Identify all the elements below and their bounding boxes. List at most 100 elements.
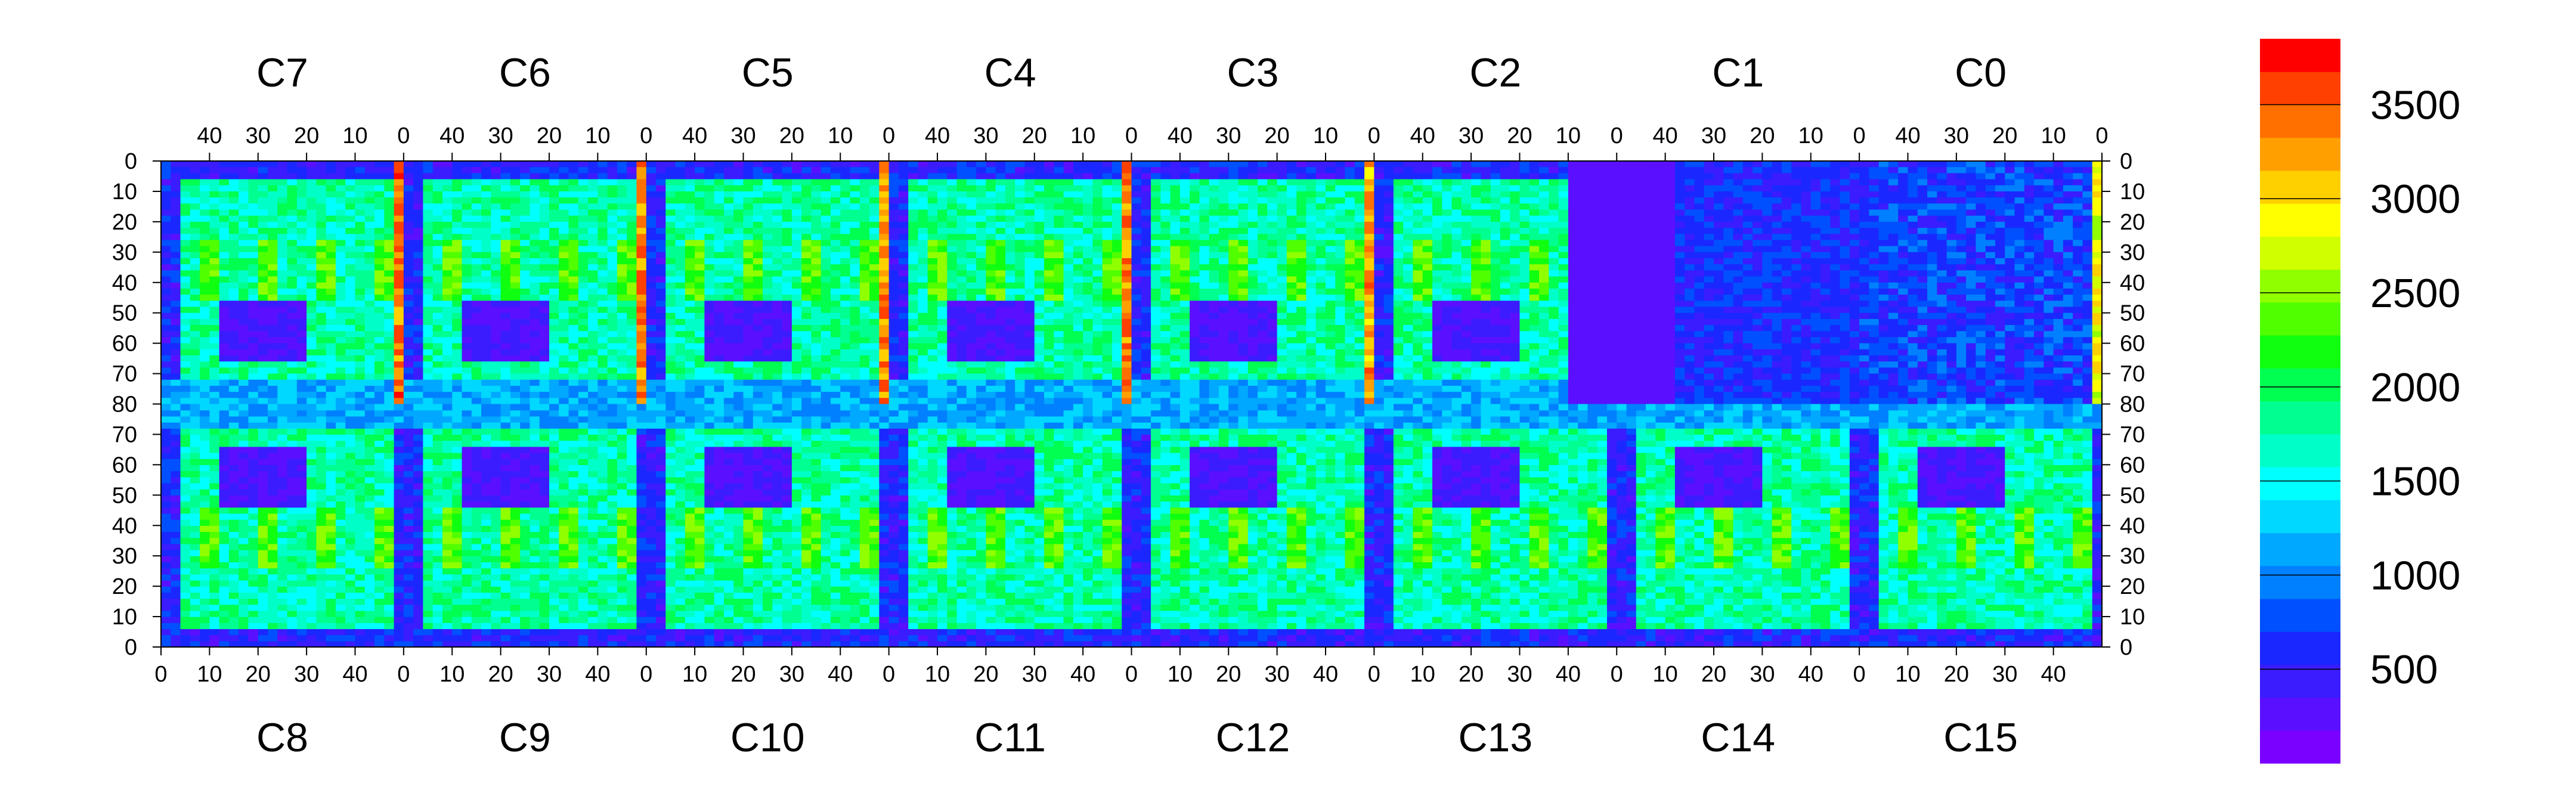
heatmap-cell [442,210,453,216]
heatmap-cell [928,307,938,314]
heatmap-cell [1258,264,1268,271]
heatmap-cell [908,331,918,338]
heatmap-cell [1355,191,1365,198]
heatmap-cell [957,222,967,228]
heatmap-cell [200,319,210,326]
heatmap-cell [462,264,472,271]
heatmap-cell [481,331,491,338]
heatmap-cell [1219,343,1229,350]
heatmap-cell [1141,337,1151,343]
heatmap-cell [404,240,414,246]
heatmap-cell [1160,380,1171,386]
heatmap-cell [1209,258,1219,265]
heatmap-cell [1239,398,1249,404]
heatmap-cell [1326,203,1336,210]
heatmap-cell [374,319,385,326]
heatmap-cell [1228,374,1239,380]
heatmap-cell [1209,216,1219,222]
heatmap-cell [365,374,375,380]
heatmap-cell [782,191,792,198]
heatmap-cell [1316,191,1326,198]
heatmap-cell [831,386,841,392]
heatmap-cell [1112,289,1122,295]
heatmap-cell [1316,252,1326,259]
heatmap-cell [899,367,909,374]
heatmap-cell [1132,197,1142,204]
heatmap-cell [1122,398,1132,404]
heatmap-cell [608,191,618,198]
heatmap-cell [1054,374,1064,380]
heatmap-cell [792,325,802,332]
heatmap-cell [676,191,686,198]
heatmap-cell [617,301,627,307]
heatmap-cell [1287,386,1297,392]
heatmap-cell [1209,343,1219,350]
heatmap-cell [1355,398,1365,404]
heatmap-cell [588,295,598,301]
heatmap-cell [1103,325,1113,332]
heatmap-cell [258,295,268,301]
heatmap-cell [268,331,278,338]
heatmap-cell [957,374,967,380]
heatmap-cell [763,319,773,326]
heatmap-cell [986,283,996,289]
heatmap-cell [384,295,394,301]
heatmap-cell [714,398,724,404]
heatmap-cell [1171,161,1181,168]
heatmap-cell [1199,191,1209,198]
heatmap-cell [821,307,831,314]
heatmap-cell [161,216,171,222]
heatmap-cell [1122,161,1132,168]
heatmap-cell [889,246,899,253]
heatmap-cell [646,222,657,228]
heatmap-cell [200,343,210,350]
heatmap-cell [549,240,559,246]
heatmap-cell [801,380,812,386]
heatmap-cell [1345,246,1355,253]
heatmap-cell [268,197,278,204]
heatmap-cell [1073,283,1083,289]
heatmap-cell [239,374,249,380]
heatmap-cell [413,277,423,283]
heatmap-cell [297,367,307,374]
heatmap-cell [714,270,724,277]
heatmap-cell [1035,380,1045,386]
heatmap-cell [413,161,423,168]
heatmap-cell [782,264,792,271]
heatmap-cell [1364,319,1374,326]
heatmap-cell [404,197,414,204]
heatmap-cell [365,325,375,332]
heatmap-cell [918,386,928,392]
heatmap-cell [452,301,462,307]
heatmap-cell [1054,277,1064,283]
heatmap-cell [899,392,909,398]
heatmap-cell [918,337,928,343]
heatmap-cell [1219,283,1229,289]
heatmap-cell [1005,161,1015,168]
heatmap-cell [685,392,695,398]
heatmap-cell [394,289,404,295]
heatmap-cell [1219,185,1229,192]
heatmap-cell [1112,252,1122,259]
heatmap-cell [937,167,948,174]
heatmap-cell [733,361,744,368]
heatmap-cell [161,374,171,380]
heatmap-cell [1258,392,1268,398]
heatmap-cell [306,331,317,338]
heatmap-cell [1364,252,1374,259]
heatmap-cell [413,234,423,240]
heatmap-cell [1083,380,1093,386]
heatmap-cell [462,380,472,386]
heatmap-cell [394,246,404,253]
heatmap-cell [374,398,385,404]
heatmap-cell [1219,270,1229,277]
heatmap-cell [636,222,646,228]
heatmap-cell [792,386,802,392]
heatmap-cell [316,277,326,283]
heatmap-cell [1122,289,1132,295]
heatmap-cell [394,331,404,338]
heatmap-cell [1024,325,1035,332]
heatmap-cell [1364,283,1374,289]
heatmap-cell [947,210,957,216]
heatmap-cell [1267,283,1277,289]
